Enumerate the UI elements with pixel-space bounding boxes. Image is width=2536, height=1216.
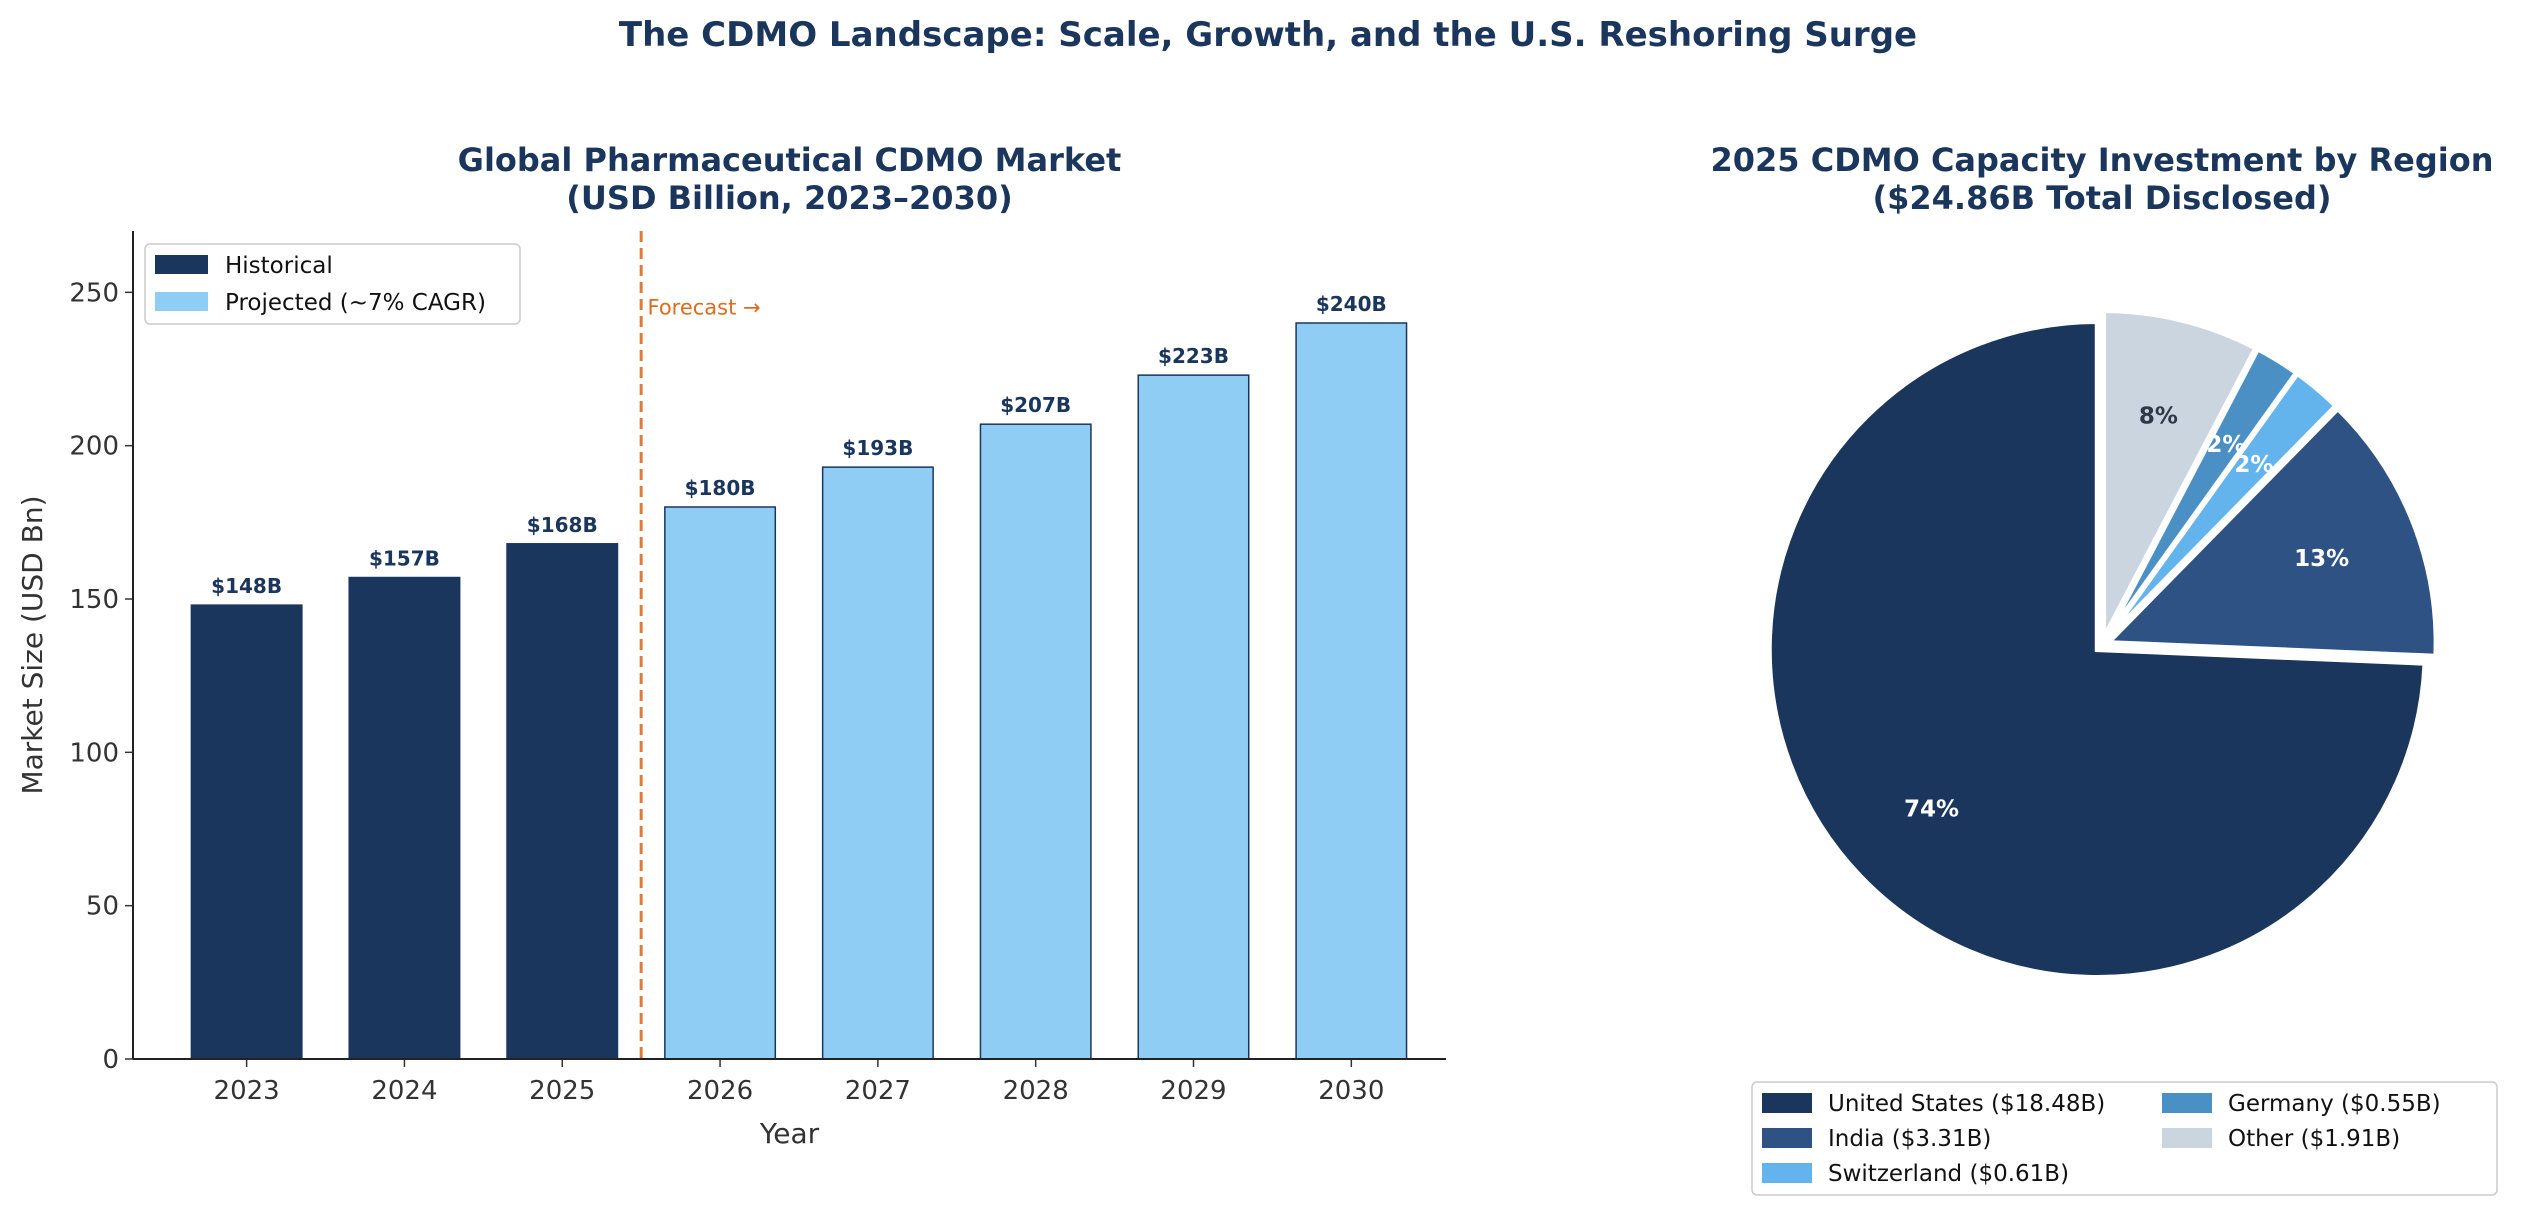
bar-chart: Global Pharmaceutical CDMO Market(USD Bi… — [16, 141, 1446, 1150]
pie-pct-label: 2% — [2234, 452, 2273, 478]
bar-2029 — [1137, 374, 1250, 1060]
pie-pct-label: 8% — [2139, 404, 2178, 430]
pie-slice-4 — [2101, 308, 2260, 640]
pie-slice-1 — [2102, 404, 2439, 659]
pie-legend: United States ($18.48B) India ($3.31B) Swi… — [1751, 1081, 2498, 1196]
pie-pct-label: 13% — [2294, 546, 2349, 572]
x-axis-label: Year — [759, 1117, 820, 1150]
y-tick-label: 250 — [69, 278, 119, 308]
x-tick-label: 2023 — [214, 1076, 280, 1106]
y-tick-label: 0 — [102, 1045, 119, 1075]
x-tick-label: 2030 — [1318, 1076, 1384, 1106]
legend-swatch — [2162, 1093, 2212, 1113]
bar-2023 — [190, 604, 303, 1060]
pie-pct-label: 74% — [1904, 796, 1959, 822]
pie-title-line2: ($24.86B Total Disclosed) — [1873, 179, 2332, 217]
bar-label-2029: $223B — [1158, 344, 1229, 368]
x-tick-label: 2028 — [1003, 1076, 1069, 1106]
legend-label: United States ($18.48B) — [1828, 1091, 2105, 1117]
bar-label-2027: $193B — [842, 436, 913, 460]
legend-box — [144, 243, 521, 325]
y-tick-label: 150 — [69, 585, 119, 615]
bar-2026 — [664, 506, 777, 1060]
legend-label: India ($3.31B) — [1828, 1126, 1991, 1152]
legend-box — [1751, 1081, 2498, 1196]
bar-legend: Historical Projected (~7% CAGR) — [144, 243, 521, 325]
bar-label-2025: $168B — [527, 513, 598, 537]
legend-label: Projected (~7% CAGR) — [225, 290, 486, 316]
legend-label: Switzerland ($0.61B) — [1828, 1161, 2069, 1187]
bar-label-2023: $148B — [211, 574, 282, 598]
legend-label: Germany ($0.55B) — [2228, 1091, 2441, 1117]
pie-pct-label: 2% — [2206, 432, 2245, 458]
bar-title-line1: Global Pharmaceutical CDMO Market — [458, 141, 1122, 179]
bar-2030 — [1295, 322, 1408, 1060]
pie-title-line1: 2025 CDMO Capacity Investment by Region — [1711, 141, 2494, 179]
y-tick-label: 200 — [69, 432, 119, 462]
x-tick-label: 2026 — [687, 1076, 753, 1106]
y-tick-label: 50 — [86, 892, 119, 922]
bar-label-2030: $240B — [1316, 292, 1387, 316]
legend-swatch — [2162, 1128, 2212, 1148]
bar-2028 — [979, 423, 1092, 1060]
y-tick-label: 100 — [69, 738, 119, 768]
x-tick-label: 2025 — [529, 1076, 595, 1106]
legend-label: Other ($1.91B) — [2228, 1126, 2400, 1152]
y-axis-label: Market Size (USD Bn) — [16, 495, 49, 794]
forecast-annotation: Forecast → — [647, 296, 760, 320]
legend-swatch — [1762, 1163, 1812, 1183]
x-tick-label: 2027 — [845, 1076, 911, 1106]
pie-chart: 2025 CDMO Capacity Investment by Region(… — [1711, 141, 2498, 1196]
legend-swatch — [155, 292, 208, 311]
bar-2027 — [821, 466, 934, 1060]
bar-2025 — [506, 543, 619, 1060]
legend-swatch — [1762, 1128, 1812, 1148]
pie-slice-0 — [1766, 319, 2428, 980]
bar-label-2028: $207B — [1000, 393, 1071, 417]
figure-title: The CDMO Landscape: Scale, Growth, and t… — [619, 15, 1917, 55]
legend-swatch — [155, 255, 208, 274]
bar-label-2026: $180B — [685, 476, 756, 500]
x-tick-label: 2024 — [371, 1076, 437, 1106]
legend-swatch — [1762, 1093, 1812, 1113]
bar-2024 — [348, 576, 461, 1060]
bar-title-line2: (USD Billion, 2023–2030) — [566, 179, 1012, 217]
x-tick-label: 2029 — [1160, 1076, 1226, 1106]
legend-label: Historical — [225, 253, 333, 279]
bar-label-2024: $157B — [369, 547, 440, 571]
